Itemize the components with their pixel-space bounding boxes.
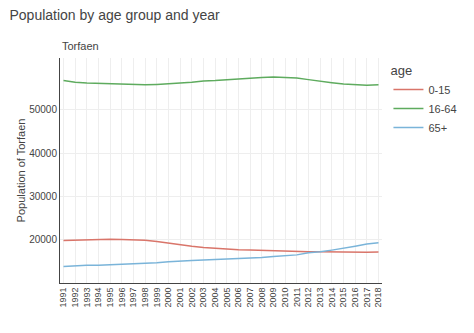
svg-text:2009: 2009 [268, 288, 278, 308]
svg-text:2010: 2010 [280, 288, 290, 308]
svg-text:50000: 50000 [29, 104, 57, 115]
svg-text:1992: 1992 [70, 288, 80, 308]
svg-text:1999: 1999 [152, 288, 162, 308]
svg-text:age: age [390, 63, 412, 78]
svg-text:Torfaen: Torfaen [62, 40, 99, 52]
svg-text:2016: 2016 [350, 288, 360, 308]
svg-text:1997: 1997 [128, 288, 138, 308]
svg-text:2002: 2002 [187, 288, 197, 308]
svg-text:2015: 2015 [338, 288, 348, 308]
svg-text:2014: 2014 [327, 288, 337, 308]
svg-text:2006: 2006 [233, 288, 243, 308]
svg-text:2011: 2011 [292, 288, 302, 307]
svg-text:40000: 40000 [29, 148, 57, 159]
svg-text:Population by age group and ye: Population by age group and year [9, 7, 219, 23]
svg-text:16-64: 16-64 [428, 103, 456, 115]
svg-text:2007: 2007 [245, 288, 255, 308]
svg-text:1994: 1994 [93, 288, 103, 308]
svg-text:2008: 2008 [257, 288, 267, 308]
svg-text:2003: 2003 [198, 288, 208, 308]
svg-text:2000: 2000 [163, 288, 173, 308]
svg-text:1995: 1995 [105, 288, 115, 308]
svg-text:2018: 2018 [373, 288, 383, 308]
svg-text:30000: 30000 [29, 191, 57, 202]
svg-text:Population of Torfaen: Population of Torfaen [15, 119, 27, 223]
svg-text:1991: 1991 [58, 288, 68, 308]
svg-text:2005: 2005 [222, 288, 232, 308]
svg-text:2012: 2012 [303, 288, 313, 308]
svg-text:1996: 1996 [117, 288, 127, 308]
svg-text:2004: 2004 [210, 288, 220, 308]
svg-text:2013: 2013 [315, 288, 325, 308]
svg-text:1993: 1993 [82, 288, 92, 308]
svg-text:20000: 20000 [29, 234, 57, 245]
svg-text:2001: 2001 [175, 288, 185, 308]
svg-text:2017: 2017 [362, 288, 372, 308]
svg-text:65+: 65+ [428, 122, 447, 134]
svg-text:0-15: 0-15 [428, 84, 450, 96]
svg-text:1998: 1998 [140, 288, 150, 308]
